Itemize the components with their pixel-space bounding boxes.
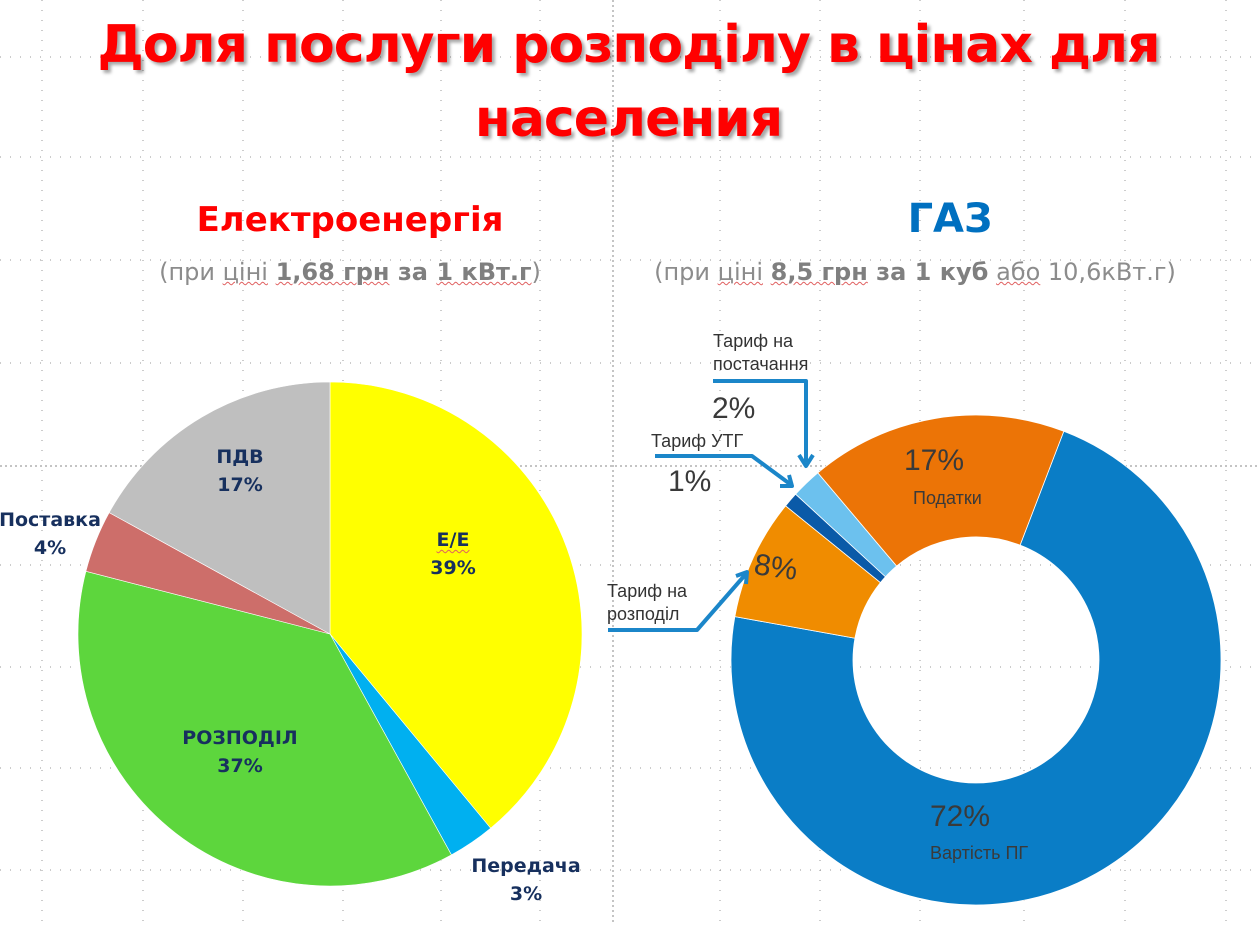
price-note-word: ціні — [222, 258, 268, 286]
pie-label-value: 37% — [217, 755, 263, 777]
price-note-word: ціні — [717, 258, 763, 286]
donut-label-gas-cost-name: Вартість ПГ — [930, 843, 1029, 863]
callout-line-2: постачання — [713, 354, 809, 374]
pie-label-vat: ПДВ 17% — [190, 443, 290, 499]
electricity-pie-chart — [77, 381, 583, 887]
donut-label-gas-cost-pct: 72% — [930, 800, 991, 833]
pie-label-supply: Поставка 4% — [0, 506, 108, 562]
distribution-tariff-arrowhead — [735, 570, 749, 585]
supply-tariff-arrowhead — [797, 453, 815, 468]
pie-label-ee: Е/Е 39% — [398, 526, 508, 582]
gas-donut-chart — [730, 414, 1222, 906]
slice-1 — [730, 430, 1222, 906]
pie-label-value: 3% — [509, 883, 543, 905]
donut-label-distribution-tariff-pct: 8% — [751, 548, 800, 587]
slice-3 — [77, 570, 452, 887]
donut-label-utg-tariff-name: Тариф УТГ — [651, 431, 744, 451]
pie-label-transfer: Передача 3% — [456, 852, 596, 908]
donut-label-taxes-name: Податки — [913, 488, 982, 508]
price-note-mid: за — [867, 258, 915, 286]
callout-line-1: Тариф на — [607, 581, 688, 601]
distribution-tariff-callout-arrow — [608, 573, 747, 632]
pie-label-value: 39% — [430, 557, 476, 579]
gas-price: 8,5 грн — [770, 258, 868, 286]
price-note-open: (при — [159, 258, 223, 286]
pie-label-name: Передача — [471, 855, 581, 877]
electricity-unit: 1 кВт.г — [436, 258, 532, 286]
electricity-chart-title: Електроенергія — [196, 200, 504, 240]
donut-label-supply-tariff-pct: 2% — [712, 392, 756, 425]
pie-label-name: РОЗПОДІЛ — [182, 727, 298, 749]
slide-title-line-2: населения — [474, 89, 783, 149]
price-note-or: або — [996, 258, 1041, 286]
donut-label-utg-tariff-pct: 1% — [668, 465, 712, 498]
pie-label-distribution: РОЗПОДІЛ 37% — [160, 724, 320, 780]
slice-5 — [108, 381, 331, 635]
pie-label-value: 17% — [217, 474, 263, 496]
utg-tariff-arrowhead — [780, 474, 794, 488]
donut-label-taxes-pct: 17% — [904, 444, 965, 477]
donut-label-distribution-tariff-name: Тариф на розподіл — [607, 580, 687, 626]
electricity-price: 1,68 грн — [275, 258, 390, 286]
utg-tariff-callout-arrow — [655, 454, 792, 486]
electricity-price-note: (при ціні 1,68 грн за 1 кВт.г) — [120, 258, 580, 286]
price-note-close: ) — [531, 258, 541, 286]
gas-chart-title: ГАЗ — [907, 196, 993, 242]
price-note-open: (при — [654, 258, 718, 286]
callout-line-1: Тариф на — [713, 331, 794, 351]
pie-label-name: Поставка — [0, 509, 101, 531]
callout-line-2: розподіл — [607, 604, 680, 624]
price-note-mid: за — [389, 258, 437, 286]
gas-alt-unit: 10,6кВт.г) — [1040, 258, 1176, 286]
donut-label-supply-tariff-name: Тариф на постачання — [713, 330, 808, 376]
slide-title-line-1: Доля послуги розподілу в цінах для — [97, 15, 1160, 75]
slice-1 — [329, 381, 583, 829]
pie-label-value: 4% — [33, 537, 67, 559]
supply-tariff-callout-arrow — [713, 379, 808, 462]
gas-price-note: (при ціні 8,5 грн за 1 куб або 10,6кВт.г… — [630, 258, 1200, 286]
slide-title: Доля послуги розподілу в цінах для насел… — [0, 8, 1257, 156]
slice-5 — [817, 414, 1065, 567]
gas-unit: 1 куб — [914, 258, 989, 286]
callout-arrows — [608, 379, 815, 632]
pie-label-name: Е/Е — [436, 529, 470, 551]
pie-label-name: ПДВ — [216, 446, 264, 468]
